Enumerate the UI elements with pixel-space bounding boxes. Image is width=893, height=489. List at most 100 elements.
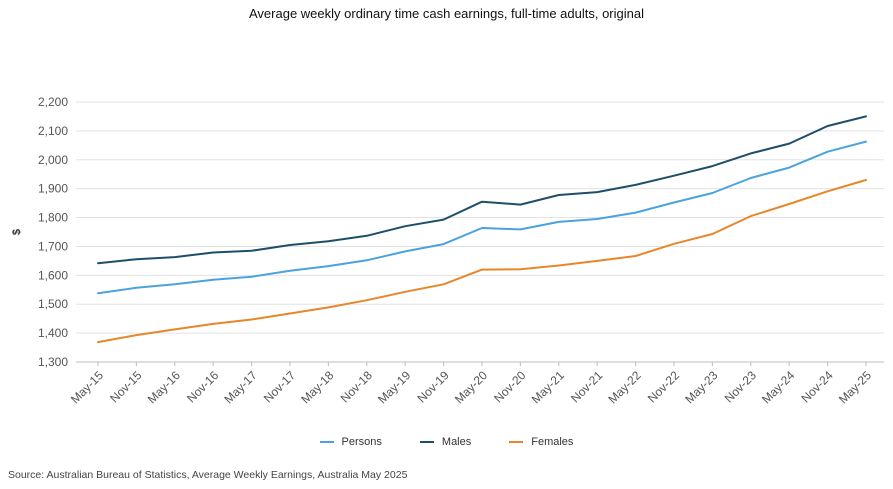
y-tick-label: 1,800: [38, 211, 68, 225]
legend-item-males[interactable]: Males: [419, 436, 472, 448]
x-tick-label: May-19: [375, 368, 413, 406]
data-point-females: [442, 282, 446, 286]
data-point-males: [96, 261, 100, 265]
data-point-females: [749, 214, 753, 218]
data-point-males: [710, 164, 714, 168]
data-point-males: [480, 200, 484, 204]
data-point-females: [518, 267, 522, 271]
data-point-persons: [173, 282, 177, 286]
data-point-males: [634, 183, 638, 187]
data-point-females: [288, 311, 292, 315]
y-tick-label: 1,900: [38, 182, 68, 196]
data-point-females: [595, 259, 599, 263]
data-point-males: [288, 243, 292, 247]
data-point-females: [672, 242, 676, 246]
legend-label-males: Males: [441, 436, 472, 448]
y-tick-label: 1,400: [38, 326, 68, 340]
data-point-persons: [749, 176, 753, 180]
x-tick-label: Nov-15: [107, 368, 144, 405]
data-point-persons: [480, 226, 484, 230]
legend-label-persons: Persons: [341, 436, 382, 448]
x-tick-label: Nov-19: [414, 368, 451, 405]
data-point-persons: [442, 242, 446, 246]
y-tick-label: 1,600: [38, 268, 68, 282]
data-point-males: [672, 174, 676, 178]
data-point-males: [250, 249, 254, 253]
series-line-males: [97, 115, 867, 265]
x-tick-label: Nov-22: [645, 368, 682, 405]
source-note: Source: Australian Bureau of Statistics,…: [8, 469, 408, 481]
x-tick-label: Nov-16: [184, 368, 221, 405]
x-tick-label: May-24: [759, 368, 797, 406]
y-axis-label: $: [11, 229, 23, 235]
data-point-persons: [518, 227, 522, 231]
data-point-persons: [96, 291, 100, 295]
y-tick-label: 2,100: [38, 124, 68, 138]
y-tick-label: 2,000: [38, 153, 68, 167]
x-tick-label: Nov-24: [798, 368, 835, 405]
legend-item-females[interactable]: Females: [509, 436, 573, 448]
legend-item-persons[interactable]: Persons: [319, 436, 382, 448]
data-point-persons: [826, 150, 830, 154]
data-point-females: [365, 298, 369, 302]
data-point-males: [864, 114, 868, 118]
x-tick-label: May-16: [145, 368, 183, 406]
data-point-males: [173, 255, 177, 259]
axes: [76, 361, 884, 366]
x-tick-label: Nov-21: [568, 368, 605, 405]
data-point-persons: [787, 166, 791, 170]
x-tick-label: May-21: [529, 368, 567, 406]
legend-swatch-persons: [319, 441, 334, 443]
y-tick-label: 1,300: [38, 355, 68, 369]
legend-label-females: Females: [531, 436, 574, 448]
series-lines: [96, 114, 868, 344]
data-point-males: [557, 193, 561, 197]
data-point-females: [173, 327, 177, 331]
data-point-females: [557, 264, 561, 268]
data-point-females: [134, 333, 138, 337]
data-point-persons: [288, 269, 292, 273]
data-point-females: [403, 290, 407, 294]
data-point-females: [96, 340, 100, 344]
x-tick-label: May-25: [836, 368, 874, 406]
data-point-persons: [672, 201, 676, 205]
x-tick-label: May-15: [68, 368, 106, 406]
legend-swatch-males: [419, 441, 434, 443]
legend: Persons Males Females: [0, 436, 893, 448]
data-point-females: [211, 322, 215, 326]
data-point-females: [710, 232, 714, 236]
x-tick-label: Nov-20: [491, 368, 528, 405]
data-point-males: [134, 257, 138, 261]
x-tick-label: Nov-18: [338, 368, 375, 405]
x-tick-label: May-22: [606, 368, 644, 406]
data-point-persons: [403, 249, 407, 253]
x-tick-label: May-23: [682, 368, 720, 406]
data-point-males: [211, 251, 215, 255]
data-point-persons: [365, 258, 369, 262]
data-point-females: [634, 254, 638, 258]
data-point-males: [518, 203, 522, 207]
legend-swatch-females: [509, 441, 524, 443]
x-tick-label: Nov-17: [261, 368, 298, 405]
data-point-persons: [134, 286, 138, 290]
data-point-females: [326, 305, 330, 309]
data-point-females: [826, 189, 830, 193]
data-point-persons: [211, 278, 215, 282]
chart-title: Average weekly ordinary time cash earnin…: [248, 6, 644, 21]
series-line-persons: [97, 140, 867, 295]
tick-labels: 1,300 1,400 1,500 1,600 1,700 1,800 1,900 2,000…: [11, 95, 874, 406]
data-point-females: [864, 178, 868, 182]
data-point-males: [787, 142, 791, 146]
grid-lines: [76, 101, 884, 334]
series-line-females: [97, 179, 867, 344]
x-tick-label: Nov-23: [722, 368, 759, 405]
data-point-females: [480, 268, 484, 272]
data-point-males: [326, 239, 330, 243]
data-point-males: [365, 234, 369, 238]
data-point-males: [595, 190, 599, 194]
y-tick-label: 1,700: [38, 239, 68, 253]
data-point-females: [250, 318, 254, 322]
data-point-males: [749, 151, 753, 155]
data-point-persons: [557, 220, 561, 224]
